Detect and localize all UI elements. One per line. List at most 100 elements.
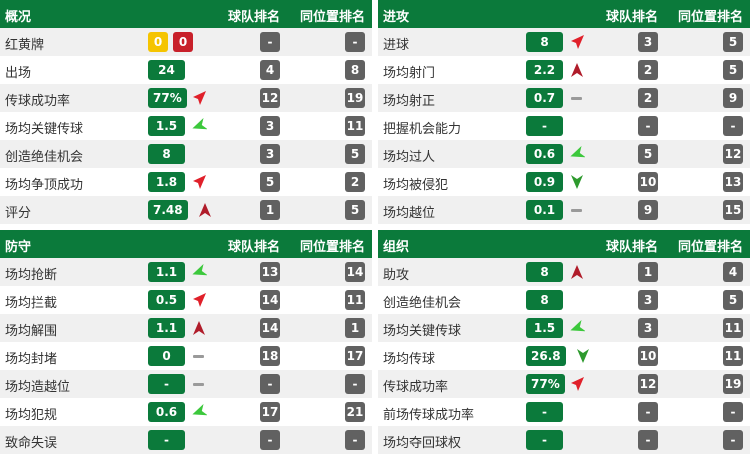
team-rank-header: 球队排名 bbox=[606, 10, 659, 25]
panel-0: 概况 球队排名 同位置排名 红黄牌 0 0 - - 出场 24 4 8 传球成功率 77%… bbox=[0, 0, 372, 224]
stat-row: 场均抢断 1.1 13 14 bbox=[0, 258, 372, 286]
stat-value: - bbox=[526, 116, 563, 136]
stat-label: 创造绝佳机会 bbox=[5, 150, 84, 165]
stat-row: 传球成功率 77% 12 19 bbox=[0, 84, 372, 112]
trend-up-icon bbox=[191, 320, 207, 336]
stat-label: 传球成功率 bbox=[383, 380, 449, 395]
panel-title: 概况 bbox=[5, 10, 32, 25]
rows: 进球 8 3 5 场均射门 2.2 2 5 场均射正 0.7 2 9 把握机会能力 - - - … bbox=[378, 28, 750, 224]
panel-header: 进攻 球队排名 同位置排名 bbox=[378, 0, 750, 28]
stat-label: 场均被侵犯 bbox=[383, 178, 449, 193]
rows: 红黄牌 0 0- - 出场 24 4 8 传球成功率 77% 12 19 场均关键传球 1.… bbox=[0, 28, 372, 224]
stat-value: 7.48 bbox=[148, 200, 188, 220]
trend-flat-icon bbox=[569, 202, 585, 218]
stat-label: 场均射正 bbox=[383, 94, 436, 109]
team-rank: 3 bbox=[260, 116, 280, 136]
position-rank: 5 bbox=[345, 144, 365, 164]
stat-label: 场均封堵 bbox=[5, 352, 58, 367]
stat-row: 创造绝佳机会 8 3 5 bbox=[0, 140, 372, 168]
team-rank: 17 bbox=[260, 402, 280, 422]
panel-2: 防守 球队排名 同位置排名 场均抢断 1.1 13 14 场均拦截 0.5 14 11 … bbox=[0, 230, 372, 454]
position-rank: 15 bbox=[723, 200, 743, 220]
red-card-count: 0 bbox=[173, 32, 193, 52]
trend-left-icon bbox=[191, 117, 208, 134]
trend-up-icon bbox=[569, 264, 585, 280]
trend-up-right-icon bbox=[191, 90, 207, 106]
team-rank: - bbox=[638, 116, 658, 136]
position-rank: 1 bbox=[345, 318, 365, 338]
team-rank: 5 bbox=[260, 172, 280, 192]
stat-row: 场均拦截 0.5 14 11 bbox=[0, 286, 372, 314]
stat-label: 场均关键传球 bbox=[383, 324, 462, 339]
stat-value: 24 bbox=[148, 60, 185, 80]
panel-header: 防守 球队排名 同位置排名 bbox=[0, 230, 372, 258]
position-rank: 4 bbox=[723, 262, 743, 282]
team-rank: 2 bbox=[638, 60, 658, 80]
trend-left-icon bbox=[191, 263, 208, 280]
panel-1: 进攻 球队排名 同位置排名 进球 8 3 5 场均射门 2.2 2 5 场均射正 0.7 2… bbox=[378, 0, 750, 224]
stat-label: 助攻 bbox=[383, 268, 410, 283]
panel-title: 组织 bbox=[383, 240, 410, 255]
stat-label: 场均造越位 bbox=[5, 380, 71, 395]
team-rank: - bbox=[638, 402, 658, 422]
team-rank-header: 球队排名 bbox=[228, 10, 281, 25]
position-rank: 19 bbox=[345, 88, 365, 108]
trend-down-icon bbox=[569, 174, 585, 190]
team-rank: 10 bbox=[638, 172, 658, 192]
team-rank: 10 bbox=[638, 346, 658, 366]
team-rank: 13 bbox=[260, 262, 280, 282]
stat-label: 场均拦截 bbox=[5, 296, 58, 311]
stat-row: 红黄牌 0 0 - - bbox=[0, 28, 372, 56]
position-rank: 9 bbox=[723, 88, 743, 108]
panel-header: 组织 球队排名 同位置排名 bbox=[378, 230, 750, 258]
stat-row: 场均关键传球 1.5 3 11 bbox=[378, 314, 750, 342]
stat-row: 场均争顶成功 1.8 5 2 bbox=[0, 168, 372, 196]
stat-row: 创造绝佳机会 8 3 5 bbox=[378, 286, 750, 314]
stat-label: 场均越位 bbox=[383, 206, 436, 221]
position-rank: - bbox=[723, 116, 743, 136]
team-rank: - bbox=[260, 374, 280, 394]
stat-value: 77% bbox=[526, 374, 565, 394]
panel-header: 概况 球队排名 同位置排名 bbox=[0, 0, 372, 28]
stat-value: 1.1 bbox=[148, 318, 185, 338]
stat-row: 进球 8 3 5 bbox=[378, 28, 750, 56]
position-rank: - bbox=[345, 430, 365, 450]
stat-label: 场均争顶成功 bbox=[5, 178, 84, 193]
stat-label: 致命失误 bbox=[5, 436, 58, 451]
stat-label: 红黄牌 bbox=[5, 38, 45, 53]
stat-label: 前场传球成功率 bbox=[383, 408, 475, 423]
stat-label: 传球成功率 bbox=[5, 94, 71, 109]
position-rank-header: 同位置排名 bbox=[300, 240, 366, 255]
trend-up-right-icon bbox=[191, 292, 207, 308]
position-rank: - bbox=[723, 430, 743, 450]
trend-up-right-icon bbox=[569, 376, 585, 392]
position-rank: - bbox=[345, 374, 365, 394]
team-rank: 1 bbox=[260, 200, 280, 220]
team-rank: 14 bbox=[260, 318, 280, 338]
position-rank: - bbox=[723, 402, 743, 422]
rows: 场均抢断 1.1 13 14 场均拦截 0.5 14 11 场均解围 1.1 14 1 场均… bbox=[0, 258, 372, 454]
stat-value: 26.8 bbox=[526, 346, 566, 366]
team-rank: 12 bbox=[638, 374, 658, 394]
team-rank: 4 bbox=[260, 60, 280, 80]
stat-value: 0.6 bbox=[148, 402, 185, 422]
team-rank: 3 bbox=[638, 290, 658, 310]
team-rank: 3 bbox=[260, 144, 280, 164]
position-rank: 17 bbox=[345, 346, 365, 366]
position-rank: 2 bbox=[345, 172, 365, 192]
position-rank: 11 bbox=[723, 318, 743, 338]
team-rank: 1 bbox=[638, 262, 658, 282]
position-rank: 8 bbox=[345, 60, 365, 80]
stat-value: 1.5 bbox=[148, 116, 185, 136]
stat-value: 0.1 bbox=[526, 200, 563, 220]
team-rank: - bbox=[638, 430, 658, 450]
panel-title: 进攻 bbox=[383, 10, 410, 25]
team-rank: 2 bbox=[638, 88, 658, 108]
stat-row: 场均被侵犯 0.9 10 13 bbox=[378, 168, 750, 196]
stat-row: 场均关键传球 1.5 3 11 bbox=[0, 112, 372, 140]
team-rank-header: 球队排名 bbox=[606, 240, 659, 255]
stat-row: 场均越位 0.1 9 15 bbox=[378, 196, 750, 224]
stat-value: - bbox=[526, 430, 563, 450]
stat-value: 0.9 bbox=[526, 172, 563, 192]
stat-value: 0 bbox=[148, 346, 185, 366]
